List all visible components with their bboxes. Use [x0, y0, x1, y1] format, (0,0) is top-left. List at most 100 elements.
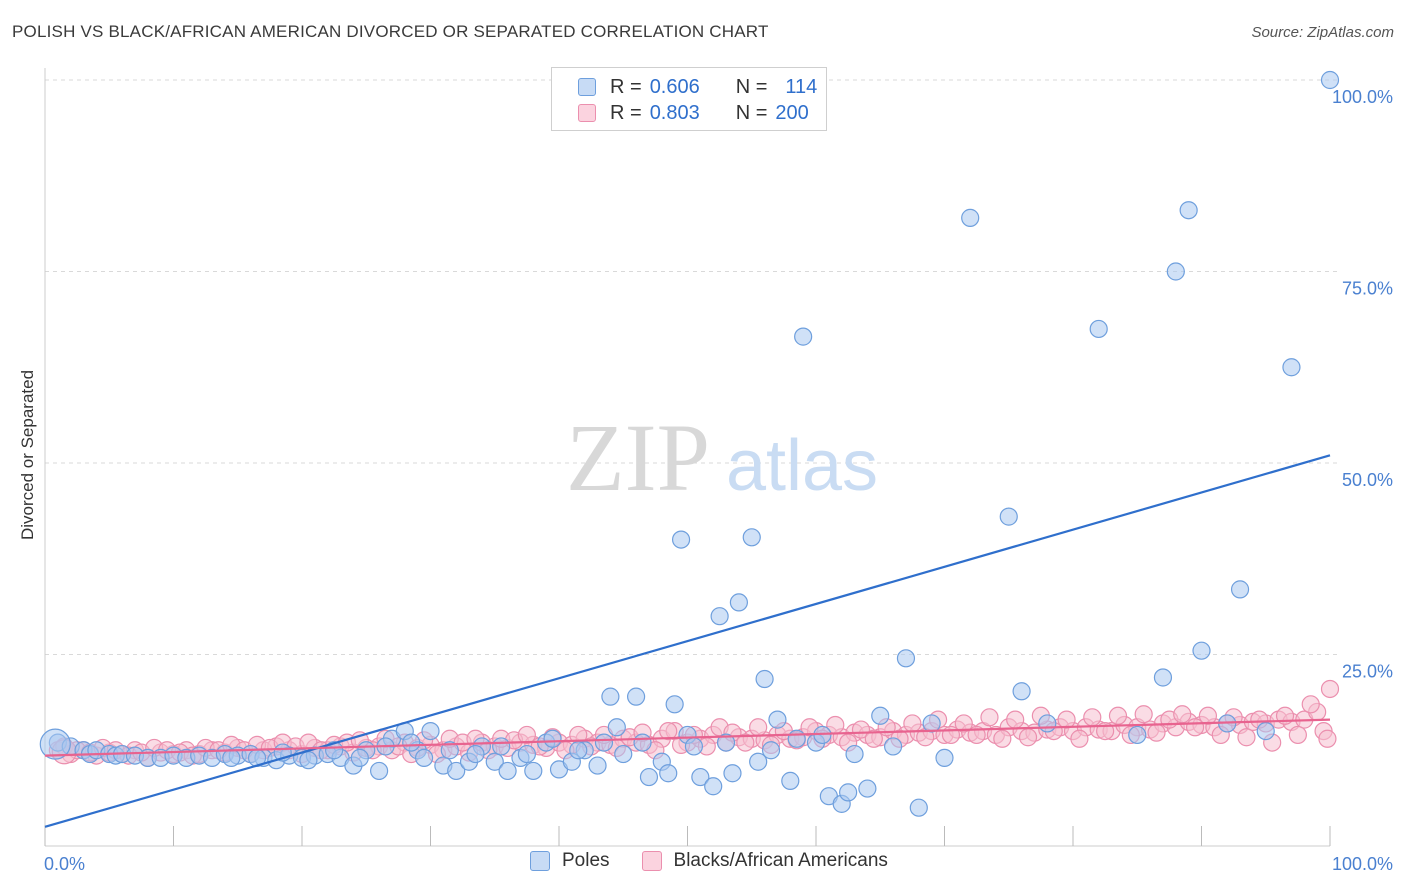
trend-lines [44, 454, 1331, 828]
series-legend: Poles Blacks/African Americans [530, 850, 920, 872]
legend-swatch-poles [578, 78, 596, 96]
poles-point [704, 777, 723, 796]
poles-point [1320, 70, 1340, 90]
blacks-point [1018, 728, 1038, 747]
blacks-point [864, 729, 883, 748]
poles-point [768, 710, 787, 729]
series-poles-points [39, 70, 1340, 817]
poles-point [421, 721, 440, 741]
blacks-point [993, 729, 1012, 748]
poles-point [961, 208, 980, 227]
poles-point [492, 737, 511, 756]
poles-point [755, 669, 774, 689]
poles-point [787, 729, 806, 748]
poles-point [1012, 682, 1031, 701]
poles-point [633, 733, 652, 752]
poles-point [370, 761, 389, 781]
legend-swatch-poles [530, 851, 550, 871]
tick-labels: 25.0% 50.0% 75.0% 100.0% 0.0% 100.0% [44, 87, 1393, 874]
blacks-point [1173, 705, 1192, 724]
axes [44, 68, 1331, 847]
watermark-atlas: atlas [726, 426, 878, 506]
poles-point [466, 744, 485, 764]
blacks-point [1198, 706, 1218, 725]
x-tick-label-min: 0.0% [44, 854, 85, 874]
blacks-point [1134, 705, 1153, 724]
legend-label-poles: Poles [562, 850, 610, 871]
blacks-point [1006, 710, 1025, 729]
blacks-point [1237, 728, 1256, 747]
y-tick-label: 25.0% [1342, 662, 1393, 682]
blacks-point [1083, 708, 1102, 727]
trend-line-poles [44, 454, 1331, 828]
blacks-point [1318, 729, 1337, 748]
poles-point [588, 756, 607, 775]
poles-point [883, 737, 903, 756]
watermark-zip: ZIP [566, 404, 710, 511]
blacks-point [736, 733, 755, 752]
poles-point [1128, 725, 1147, 745]
blacks-point [954, 714, 973, 733]
legend-row-poles: R = 0.606 N = 114 [578, 75, 817, 99]
legend-item-blacks: Blacks/African Americans [641, 850, 888, 872]
poles-point [858, 779, 877, 798]
legend-row-blacks: R = 0.803 N = 200 [578, 101, 809, 125]
poles-point [794, 327, 813, 346]
r-value-blacks: 0.803 [649, 101, 700, 124]
blacks-point [1070, 729, 1089, 748]
poles-point [517, 744, 536, 764]
y-tick-label: 100.0% [1332, 87, 1393, 107]
poles-point [1192, 641, 1211, 660]
gridlines [45, 79, 1340, 655]
poles-point [299, 751, 318, 770]
poles-point [1230, 580, 1250, 599]
poles-point [39, 728, 71, 760]
poles-point [684, 737, 704, 756]
poles-point [222, 748, 241, 768]
poles-point [1282, 358, 1301, 377]
poles-point [749, 752, 768, 771]
poles-point [402, 733, 421, 752]
correlation-legend: R = 0.606 N = 114 R = 0.803 N = 200 [551, 67, 827, 131]
chart-title: POLISH VS BLACK/AFRICAN AMERICAN DIVORCE… [12, 22, 769, 41]
poles-point [671, 530, 691, 549]
poles-point [935, 748, 954, 768]
blacks-point [1301, 695, 1320, 714]
y-tick-label: 75.0% [1342, 279, 1393, 299]
poles-point [543, 729, 562, 748]
blacks-point [1057, 710, 1076, 729]
poles-point [871, 706, 890, 725]
poles-point [659, 764, 678, 783]
n-value-poles: 114 [785, 75, 818, 98]
r-label: R = [610, 75, 642, 98]
trend-line-blacks [44, 718, 1331, 757]
legend-swatch-blacks [641, 851, 662, 871]
poles-point [325, 741, 344, 760]
blacks-point [903, 714, 922, 733]
poles-point [1166, 262, 1185, 281]
y-tick-label: 50.0% [1342, 470, 1393, 490]
poles-point [922, 714, 941, 733]
poles-point [1038, 714, 1057, 733]
poles-point [594, 733, 614, 752]
poles-point [665, 695, 684, 714]
poles-point [447, 761, 466, 781]
legend-swatch-blacks [578, 104, 596, 122]
poles-point [999, 507, 1018, 526]
poles-point [845, 744, 864, 764]
blacks-point [980, 708, 999, 727]
source-label: Source: ZipAtlas.com [1251, 24, 1394, 41]
poles-point [498, 761, 517, 781]
watermark: ZIP atlas [566, 404, 878, 511]
n-value-blacks: 200 [775, 101, 809, 124]
poles-point [909, 798, 928, 817]
poles-point [1153, 668, 1173, 687]
poles-point [607, 718, 626, 737]
poles-point [626, 687, 646, 706]
poles-point [691, 767, 710, 787]
poles-point [723, 764, 742, 783]
legend-label-blacks: Blacks/African Americans [673, 850, 888, 871]
r-label: R = [610, 101, 642, 124]
n-label: N = [735, 101, 768, 124]
